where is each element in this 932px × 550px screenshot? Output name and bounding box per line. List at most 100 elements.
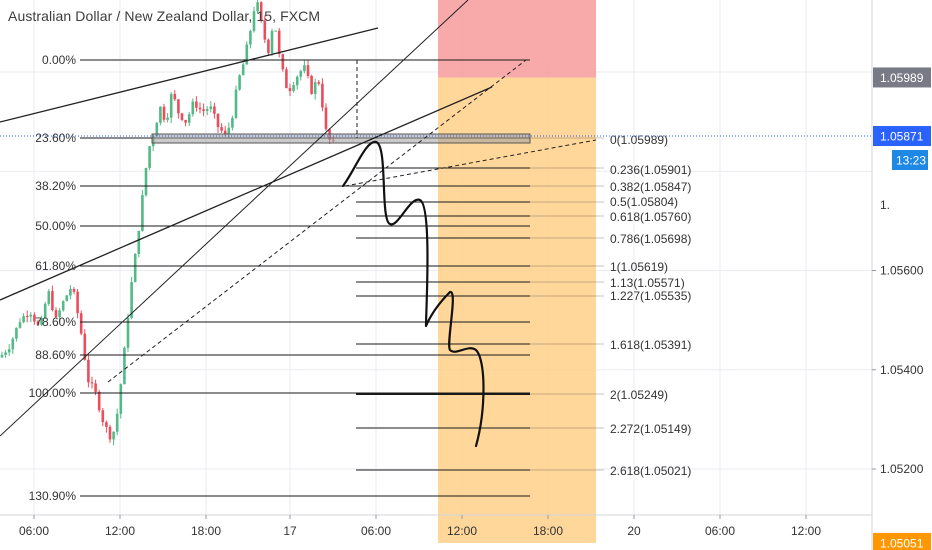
candle-body xyxy=(4,352,7,355)
fib-level-label: 38.20% xyxy=(35,179,76,193)
candle-body xyxy=(277,30,281,55)
candle-body xyxy=(61,301,65,311)
candle-body xyxy=(54,310,58,318)
candle-body xyxy=(18,322,22,328)
candle-body xyxy=(47,291,51,304)
candle-body xyxy=(87,359,90,383)
y-tick-label-partial: 1. xyxy=(880,198,890,212)
fib-level-label: 78.60% xyxy=(35,315,76,329)
candle-body xyxy=(22,316,25,323)
price-tag-target: 1.05051 xyxy=(873,532,931,550)
candle-body xyxy=(313,82,317,94)
y-tick-label: 1.05400 xyxy=(880,363,924,377)
fib-level-label: 23.60% xyxy=(35,131,76,145)
candle-body xyxy=(227,127,231,134)
candle-body xyxy=(133,253,137,283)
candle-body xyxy=(292,85,295,92)
candle-body xyxy=(259,2,263,21)
candle-body xyxy=(155,122,159,137)
candle-body xyxy=(43,303,47,319)
price-tag-entry-bg xyxy=(873,67,931,88)
candle-body xyxy=(180,113,184,120)
countdown-tag-bg xyxy=(892,150,928,171)
candle-body xyxy=(220,127,223,131)
candle-body xyxy=(105,422,108,427)
candle-body xyxy=(65,295,69,302)
x-tick-label: 17 xyxy=(283,524,297,538)
price-tag-last: 1.05871 xyxy=(873,126,931,147)
candle-body xyxy=(130,282,133,318)
fib-level-label: 130.90% xyxy=(29,489,77,503)
candle-body xyxy=(198,107,202,110)
fib-level-label: 0.00% xyxy=(42,53,76,67)
channel-bottom-line[interactable] xyxy=(0,86,493,301)
fib-level-label: 88.60% xyxy=(35,348,76,362)
candle-body xyxy=(162,106,166,120)
candle-body xyxy=(11,338,15,350)
fib-ext-label: 1.618(1.05391) xyxy=(610,338,691,352)
candle-body xyxy=(191,101,195,115)
take-profit-zone[interactable] xyxy=(438,77,596,543)
candle-body xyxy=(209,106,213,110)
candle-body xyxy=(90,382,94,384)
projected-path[interactable] xyxy=(341,140,485,448)
price-tag-target-bg xyxy=(873,532,931,550)
candle-body xyxy=(270,30,274,54)
candle-body xyxy=(195,101,198,108)
x-tick-label: 18:00 xyxy=(191,524,221,538)
fib-ext-label: 2.618(1.05021) xyxy=(610,464,691,478)
candle-body xyxy=(166,117,169,120)
candle-body xyxy=(97,391,101,411)
position-zones xyxy=(438,0,596,543)
candle-body xyxy=(252,11,256,31)
candle-body xyxy=(123,347,126,385)
x-tick-label: 12:00 xyxy=(105,524,135,538)
trend-drawings[interactable] xyxy=(0,0,872,448)
fib-ext-label: 2.272(1.05149) xyxy=(610,422,691,436)
trend-line-steep[interactable] xyxy=(0,0,469,437)
candle-body xyxy=(241,64,245,76)
candle-body xyxy=(274,30,277,32)
candle-body xyxy=(173,93,177,100)
countdown-tag-text: 13:23 xyxy=(896,154,926,168)
entry-box[interactable] xyxy=(151,133,531,144)
trend-line-dashed[interactable] xyxy=(107,59,527,383)
countdown-tag: 13:23 xyxy=(892,150,928,171)
candle-body xyxy=(76,291,79,314)
candle-body xyxy=(148,146,151,168)
candle-body xyxy=(321,83,324,108)
right-fib-extension[interactable]: 0(1.05989)0.236(1.05901)0.382(1.05847)0.… xyxy=(356,133,691,478)
candle-body xyxy=(29,314,33,317)
candle-body xyxy=(317,82,321,84)
fib-ext-label: 0(1.05989) xyxy=(610,133,668,147)
candle-body xyxy=(25,316,29,318)
candle-body xyxy=(245,44,249,65)
trend-line-dashed-right[interactable] xyxy=(344,139,597,187)
candle-body xyxy=(36,321,40,325)
fib-ext-label: 0.786(1.05698) xyxy=(610,232,691,246)
candle-body xyxy=(83,333,87,360)
fib-ext-label: 0.618(1.05760) xyxy=(610,210,691,224)
price-tag-target-text: 1.05051 xyxy=(880,536,924,550)
fib-ext-label: 1(1.05619) xyxy=(610,260,668,274)
candle-body xyxy=(306,65,310,76)
stop-loss-zone[interactable] xyxy=(438,0,596,78)
fib-ext-label: 0.236(1.05901) xyxy=(610,163,691,177)
x-tick-label: 20 xyxy=(627,524,641,538)
candle-body xyxy=(108,426,112,440)
channel-top-line[interactable] xyxy=(0,27,379,123)
candle-body xyxy=(177,99,180,114)
price-tag-entry-text: 1.05989 xyxy=(880,71,924,85)
candle-body xyxy=(72,289,76,292)
fib-level-label: 50.00% xyxy=(35,219,76,233)
candle-body xyxy=(94,383,97,392)
candle-body xyxy=(310,75,313,94)
x-tick-label: 06:00 xyxy=(19,524,49,538)
fib-ext-label: 2(1.05249) xyxy=(610,388,668,402)
chart-title: Australian Dollar / New Zealand Dollar, … xyxy=(8,8,321,24)
candle-body xyxy=(324,107,328,130)
price-tag-last-text: 1.05871 xyxy=(880,130,924,144)
x-tick-label: 12:00 xyxy=(447,524,477,538)
candle-body xyxy=(231,117,234,128)
